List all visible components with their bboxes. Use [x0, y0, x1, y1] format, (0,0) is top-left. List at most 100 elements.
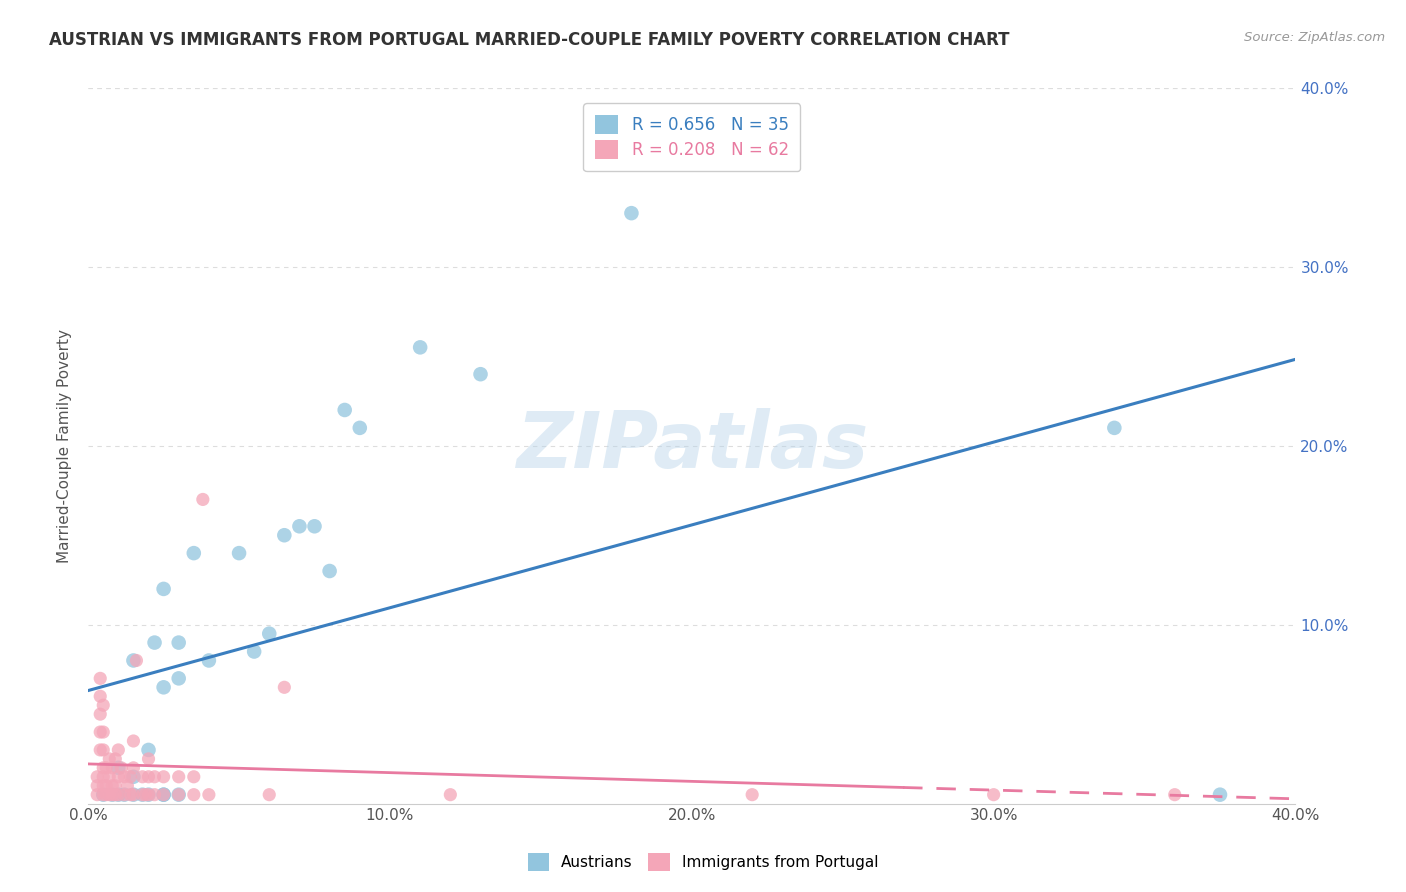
- Point: [89, 707, 111, 722]
- Point: [138, 788, 160, 802]
- Point: [228, 546, 250, 560]
- Point: [257, 626, 280, 640]
- Point: [167, 788, 190, 802]
- Point: [349, 421, 371, 435]
- Point: [409, 340, 432, 354]
- Point: [86, 770, 108, 784]
- Point: [107, 743, 129, 757]
- Point: [91, 788, 114, 802]
- Point: [112, 788, 135, 802]
- Point: [273, 681, 295, 695]
- Point: [741, 788, 763, 802]
- Point: [122, 788, 145, 802]
- Text: AUSTRIAN VS IMMIGRANTS FROM PORTUGAL MARRIED-COUPLE FAMILY POVERTY CORRELATION C: AUSTRIAN VS IMMIGRANTS FROM PORTUGAL MAR…: [49, 31, 1010, 49]
- Point: [104, 779, 127, 793]
- Point: [183, 770, 205, 784]
- Point: [98, 770, 121, 784]
- Point: [983, 788, 1005, 802]
- Point: [104, 752, 127, 766]
- Point: [131, 788, 153, 802]
- Point: [152, 788, 174, 802]
- Point: [96, 788, 118, 802]
- Point: [96, 779, 118, 793]
- Point: [107, 770, 129, 784]
- Point: [152, 681, 174, 695]
- Point: [1164, 788, 1187, 802]
- Point: [167, 635, 190, 649]
- Point: [470, 367, 492, 381]
- Point: [96, 761, 118, 775]
- Point: [91, 743, 114, 757]
- Point: [91, 698, 114, 713]
- Point: [101, 788, 124, 802]
- Point: [125, 653, 148, 667]
- Point: [89, 690, 111, 704]
- Point: [152, 788, 174, 802]
- Point: [89, 672, 111, 686]
- Point: [101, 788, 124, 802]
- Point: [131, 788, 153, 802]
- Legend: R = 0.656   N = 35, R = 0.208   N = 62: R = 0.656 N = 35, R = 0.208 N = 62: [583, 103, 800, 171]
- Text: ZIPatlas: ZIPatlas: [516, 408, 868, 483]
- Point: [122, 734, 145, 748]
- Point: [112, 770, 135, 784]
- Point: [98, 788, 121, 802]
- Point: [167, 672, 190, 686]
- Point: [91, 770, 114, 784]
- Point: [138, 788, 160, 802]
- Point: [91, 761, 114, 775]
- Point: [243, 644, 266, 658]
- Point: [101, 761, 124, 775]
- Point: [134, 788, 156, 802]
- Point: [122, 788, 145, 802]
- Point: [86, 779, 108, 793]
- Point: [620, 206, 643, 220]
- Point: [122, 770, 145, 784]
- Point: [98, 752, 121, 766]
- Y-axis label: Married-Couple Family Poverty: Married-Couple Family Poverty: [58, 329, 72, 563]
- Point: [304, 519, 326, 533]
- Point: [167, 788, 190, 802]
- Point: [152, 770, 174, 784]
- Point: [107, 761, 129, 775]
- Point: [198, 653, 221, 667]
- Text: Source: ZipAtlas.com: Source: ZipAtlas.com: [1244, 31, 1385, 45]
- Point: [86, 788, 108, 802]
- Point: [107, 788, 129, 802]
- Point: [89, 725, 111, 739]
- Point: [191, 492, 214, 507]
- Point: [131, 770, 153, 784]
- Point: [138, 752, 160, 766]
- Point: [112, 788, 135, 802]
- Legend: Austrians, Immigrants from Portugal: Austrians, Immigrants from Portugal: [522, 847, 884, 877]
- Point: [143, 635, 166, 649]
- Point: [143, 788, 166, 802]
- Point: [117, 779, 139, 793]
- Point: [273, 528, 295, 542]
- Point: [120, 788, 142, 802]
- Point: [318, 564, 340, 578]
- Point: [138, 743, 160, 757]
- Point: [122, 761, 145, 775]
- Point: [1104, 421, 1126, 435]
- Point: [143, 770, 166, 784]
- Point: [120, 770, 142, 784]
- Point: [107, 788, 129, 802]
- Point: [89, 743, 111, 757]
- Point: [91, 788, 114, 802]
- Point: [152, 788, 174, 802]
- Point: [333, 403, 356, 417]
- Point: [257, 788, 280, 802]
- Point: [167, 770, 190, 784]
- Point: [104, 788, 127, 802]
- Point: [152, 582, 174, 596]
- Point: [439, 788, 461, 802]
- Point: [138, 770, 160, 784]
- Point: [198, 788, 221, 802]
- Point: [183, 788, 205, 802]
- Point: [110, 761, 132, 775]
- Point: [101, 779, 124, 793]
- Point: [183, 546, 205, 560]
- Point: [1209, 788, 1232, 802]
- Point: [91, 779, 114, 793]
